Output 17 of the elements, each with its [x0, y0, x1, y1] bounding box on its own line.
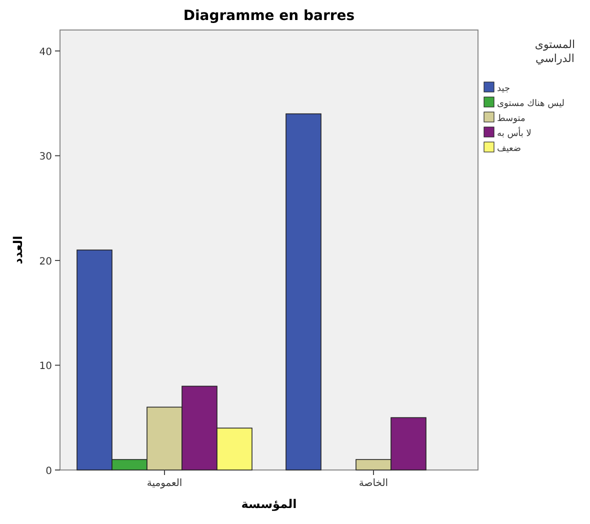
- y-tick-label: 0: [46, 466, 52, 477]
- y-tick-label: 30: [39, 152, 52, 163]
- legend-title: المستوى الدراسي: [534, 38, 576, 65]
- x-tick-label: العمومية: [146, 478, 182, 489]
- bar: [286, 113, 322, 470]
- x-axis-title: المؤسسة: [241, 497, 297, 511]
- y-tick-label: 10: [39, 361, 52, 372]
- chart-title: Diagramme en barres: [183, 8, 355, 24]
- x-tick-label: الخاصة: [358, 478, 388, 489]
- legend-label: ضعيف: [497, 144, 522, 154]
- y-tick-label: 40: [39, 46, 52, 58]
- y-axis-title: العدد: [11, 236, 25, 264]
- y-tick-label: 20: [39, 256, 52, 268]
- legend-label: ليس هناك مستوى: [497, 99, 565, 109]
- legend-label: جيد: [497, 84, 510, 94]
- legend-label: لا بأس به: [497, 126, 532, 139]
- legend-label: متوسط: [497, 114, 526, 124]
